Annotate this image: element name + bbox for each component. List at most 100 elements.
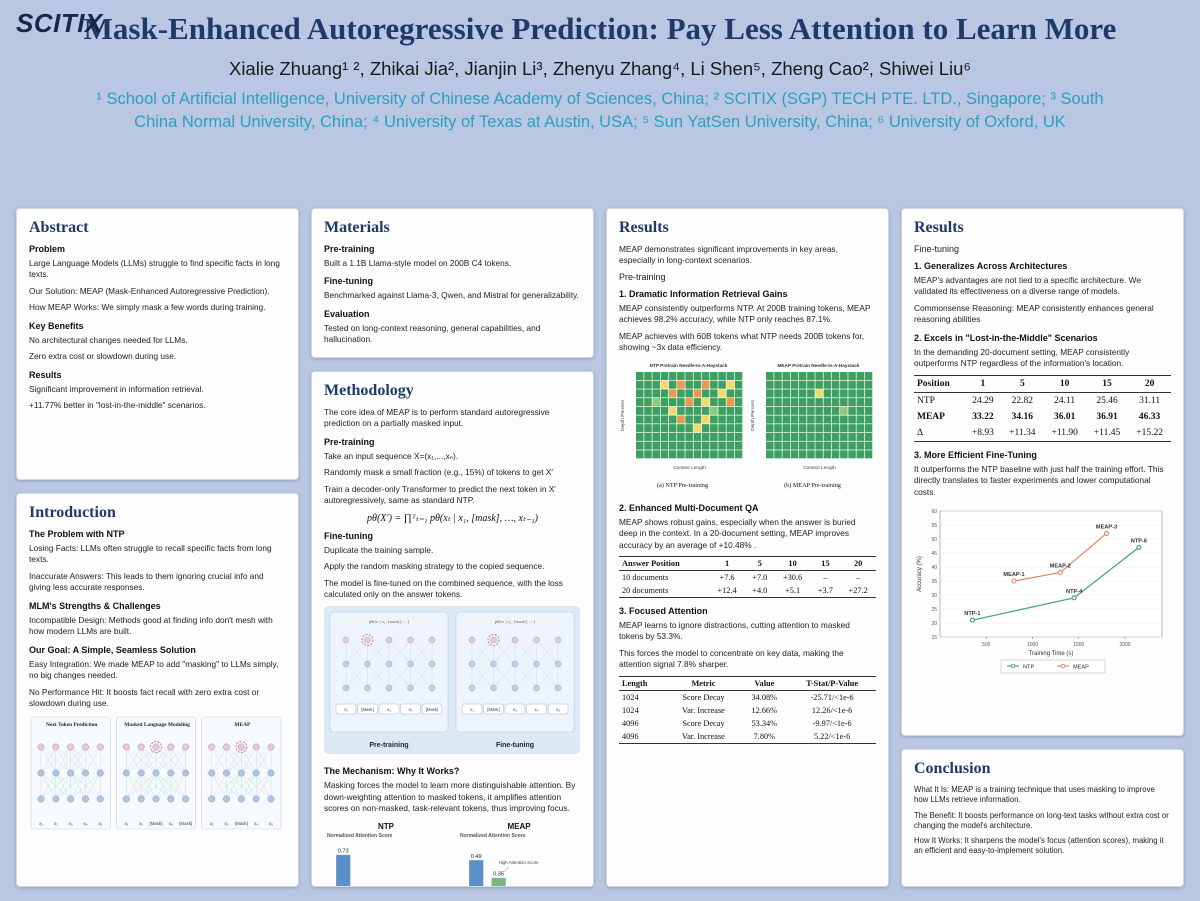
meap-niah-heatmap: MEAP Pretrain Needle-In-A-Haystack Contex… bbox=[749, 359, 876, 496]
table-cell: 1024 bbox=[622, 692, 639, 702]
conclusion-box: Conclusion What It Is: MEAP is a trainin… bbox=[901, 749, 1184, 887]
text-line: Take an input sequence X=(x₁,...,xₙ). bbox=[324, 450, 459, 461]
svg-text:x₅: x₅ bbox=[98, 821, 102, 826]
table-cell: 36.01 bbox=[1053, 411, 1076, 422]
svg-text:MEAP-1: MEAP-1 bbox=[1003, 572, 1024, 578]
text-line: How MEAP Works: We simply mask a few wor… bbox=[29, 302, 266, 313]
table-cell: +7.0 bbox=[752, 572, 768, 582]
svg-text:[Mask]: [Mask] bbox=[179, 821, 192, 826]
svg-text:x₂: x₂ bbox=[139, 821, 143, 826]
svg-text:45: 45 bbox=[931, 551, 937, 557]
svg-text:(b) MEAP Pre-training: (b) MEAP Pre-training bbox=[784, 482, 841, 489]
pretraining-finetuning-diagram: pθ(xₜ | x₁, [mask], …) x₁ [Mask] x₃ x₄ [Mask]… bbox=[324, 606, 581, 759]
table-cell: 12.66% bbox=[751, 705, 778, 715]
text-line: Inaccurate Answers: This leads to them i… bbox=[29, 570, 264, 593]
text-line: Easy Integration: We made MEAP to add "m… bbox=[29, 658, 279, 681]
table-cell: +11.34 bbox=[1001, 424, 1044, 442]
column-1: Abstract Problem Large Language Models (… bbox=[16, 208, 299, 887]
ntp-niah-heatmap: NTP Pretrain Needle-In-A-Haystack Context… bbox=[619, 359, 746, 496]
table-cell: -9.97/<1e-6 bbox=[812, 718, 852, 728]
svg-text:x₁: x₁ bbox=[39, 821, 43, 826]
svg-text:0.49: 0.49 bbox=[471, 854, 482, 860]
focused-attention-p2: This forces the model to concentrate on … bbox=[619, 647, 844, 670]
text-line: Large Language Models (LLMs) struggle to… bbox=[29, 258, 280, 280]
table-header-cell: Answer Position bbox=[619, 555, 710, 571]
svg-text:1500: 1500 bbox=[1073, 642, 1084, 648]
table-cell: 31.11 bbox=[1139, 395, 1161, 406]
text-line: No architectural changes needed for LLMs… bbox=[29, 334, 188, 345]
table-cell: 20 documents bbox=[619, 583, 710, 598]
section-heading: Results bbox=[29, 369, 62, 380]
table-cell: +27.2 bbox=[840, 583, 876, 598]
svg-text:x₁: x₁ bbox=[470, 707, 474, 712]
poster-title: Mask-Enhanced Autoregressive Prediction:… bbox=[83, 11, 1117, 46]
table-cell: 12.26/<1e-6 bbox=[811, 705, 853, 715]
table-row: MEAP 33.22 34.16 36.01 36.91 46.33 bbox=[914, 409, 1171, 425]
table-header-cell: 5 bbox=[744, 555, 775, 571]
text-line: Our Solution: MEAP (Mask-Enhanced Autore… bbox=[29, 285, 270, 296]
results-pretraining-subhead: Pre-training bbox=[619, 271, 666, 282]
table-cell: +3.7 bbox=[810, 583, 841, 598]
table-cell: 10 documents bbox=[622, 572, 669, 582]
table-header-cell: 15 bbox=[810, 555, 841, 571]
table-cell: Score Decay bbox=[682, 692, 725, 702]
column-2: Materials Pre-training Built a 1.1B Llam… bbox=[311, 208, 594, 887]
svg-text:55: 55 bbox=[931, 523, 937, 529]
methodology-pretraining-heading: Pre-training bbox=[324, 436, 375, 447]
text-line: The model is fine-tuned on the combined … bbox=[324, 577, 563, 599]
methodology-intro: The core idea of MEAP is to perform stan… bbox=[324, 407, 550, 429]
table-row: 1024 Var. Increase 12.66% 12.26/<1e-6 bbox=[619, 704, 876, 717]
mechanism-text: Masking forces the model to learn more d… bbox=[324, 780, 576, 814]
svg-text:15: 15 bbox=[931, 635, 937, 641]
table-header-cell: 10 bbox=[774, 555, 811, 571]
svg-text:50: 50 bbox=[931, 537, 937, 543]
svg-text:Depth Percent: Depth Percent bbox=[620, 399, 626, 430]
svg-text:40: 40 bbox=[931, 565, 937, 571]
svg-text:20: 20 bbox=[931, 621, 937, 627]
abstract-section-benefits: Key Benefits No architectural changes ne… bbox=[29, 321, 286, 363]
results-intro: MEAP demonstrates significant improvemen… bbox=[619, 244, 838, 266]
svg-text:NTP: NTP bbox=[1023, 664, 1034, 670]
methodology-pretraining-items: Take an input sequence X=(x₁,...,xₙ). Ran… bbox=[324, 451, 581, 507]
table-header-cell: 20 bbox=[1128, 374, 1171, 393]
table-header-cell: Value bbox=[740, 675, 789, 691]
section-items: Losing Facts: LLMs often struggle to rec… bbox=[29, 543, 286, 594]
retrieval-gains-heading: 1. Dramatic Information Retrieval Gains bbox=[619, 288, 788, 299]
table-cell: 24.11 bbox=[1054, 395, 1076, 406]
svg-text:NTP: NTP bbox=[378, 822, 395, 831]
table-header-cell: T-Stat/P-Value bbox=[788, 675, 876, 691]
materials-evaluation: Evaluation Tested on long-context reason… bbox=[324, 309, 581, 346]
svg-text:NTP-4: NTP-4 bbox=[1066, 589, 1083, 595]
affiliations-line: ¹ School of Artificial Intelligence, Uni… bbox=[96, 89, 1104, 131]
svg-text:MEAP-2: MEAP-2 bbox=[1050, 564, 1071, 570]
svg-text:Next Token Prediction: Next Token Prediction bbox=[46, 722, 97, 728]
table-cell: – bbox=[823, 572, 828, 582]
table-cell: +12.4 bbox=[709, 583, 745, 598]
lost-in-middle-heading: 2. Excels in "Lost-in-the-Middle" Scenar… bbox=[914, 332, 1098, 343]
svg-text:NTP-1: NTP-1 bbox=[964, 611, 980, 617]
svg-text:x₂: x₂ bbox=[54, 821, 58, 826]
table-header-cell: Position bbox=[914, 374, 965, 393]
table-cell: 24.29 bbox=[972, 395, 994, 406]
methodology-finetuning-heading: Fine-tuning bbox=[324, 530, 373, 541]
focused-attention-heading: 3. Focused Attention bbox=[619, 605, 708, 616]
table-header-cell: Length bbox=[619, 675, 667, 691]
retrieval-gains-p2: MEAP achieves with 60B tokens what NTP n… bbox=[619, 330, 865, 353]
svg-text:x₄: x₄ bbox=[84, 821, 88, 826]
text-line: How It Works: It sharpens the model's fo… bbox=[914, 836, 1164, 856]
multidoc-qa-table: Answer Position 1 5 10 15 20 10 documents +7.6 +… bbox=[619, 555, 876, 598]
svg-text:pθ(xₜ | x₁, [mask], …): pθ(xₜ | x₁, [mask], …) bbox=[369, 619, 410, 625]
section-heading: Problem bbox=[29, 244, 66, 254]
table-header-cell: 10 bbox=[1043, 374, 1086, 393]
introduction-box: Introduction The Problem with NTP Losing… bbox=[16, 493, 299, 887]
table-cell: 25.46 bbox=[1096, 395, 1118, 406]
section-heading: Key Benefits bbox=[29, 320, 84, 331]
svg-text:60: 60 bbox=[931, 509, 937, 515]
svg-text:NTP-6: NTP-6 bbox=[1131, 538, 1147, 544]
materials-box: Materials Pre-training Built a 1.1B Llam… bbox=[311, 208, 594, 358]
svg-text:[Mask]: [Mask] bbox=[361, 707, 373, 712]
svg-text:Normalized Attention Score: Normalized Attention Score bbox=[327, 833, 393, 839]
svg-text:MEAP Pretrain Needle-In-A-Hays: MEAP Pretrain Needle-In-A-Haystack bbox=[778, 363, 860, 368]
text-line: Losing Facts: LLMs often struggle to rec… bbox=[29, 543, 272, 565]
